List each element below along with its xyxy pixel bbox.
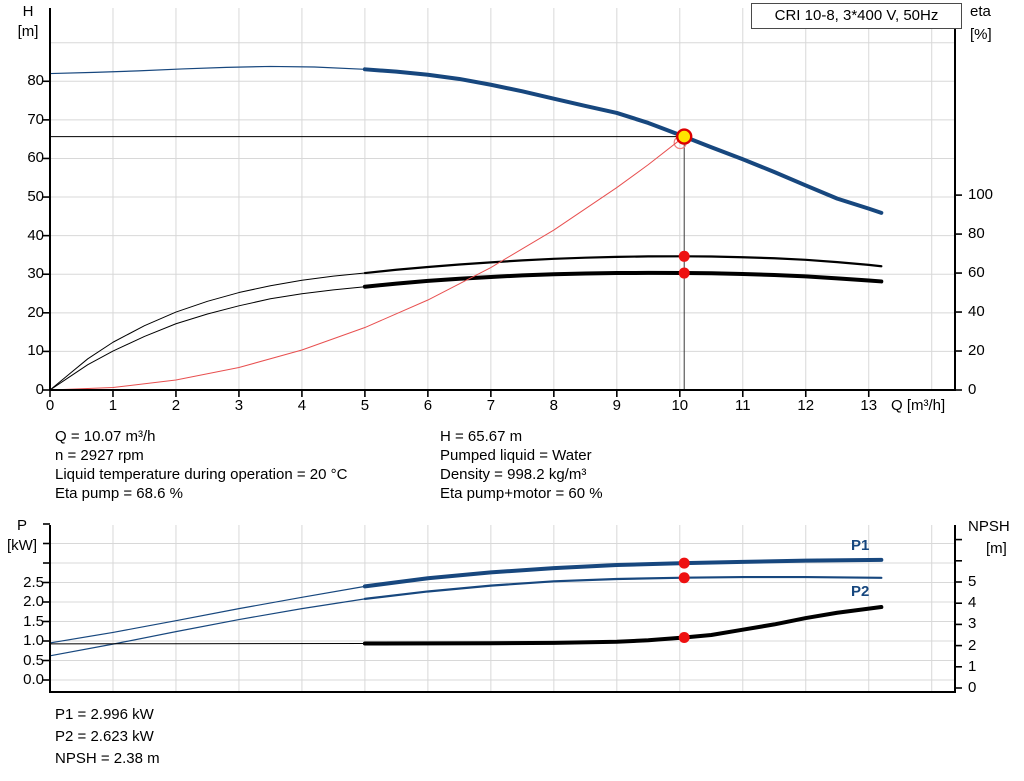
q-axis-tick-label: 11 [734, 397, 751, 414]
p-axis-tick-label: 1.0 [23, 632, 44, 649]
system-curve [49, 136, 685, 391]
eta-axis-name: eta [970, 3, 991, 20]
p1-curve-low-flow [49, 585, 366, 644]
duty-point-marker[interactable] [676, 128, 693, 145]
eta-pump-motor-curve [362, 270, 884, 289]
p2-curve-low-flow [49, 598, 366, 657]
efficiency-operating-dot [678, 267, 690, 279]
head-curve-low-flow [49, 65, 366, 75]
q-axis-tick-label: 4 [297, 397, 307, 414]
h-axis-tick-label: 70 [27, 110, 44, 128]
p2-curve [363, 575, 883, 600]
h-axis-tick-label: 10 [27, 342, 44, 360]
p-axis-tick-label: 0.0 [23, 671, 44, 688]
p-axis-name: P [16, 517, 27, 534]
p1-curve-label: P1 [851, 537, 870, 554]
q-axis-label: Q [m³/h] [891, 397, 946, 414]
q-axis-tick-label: 1 [108, 397, 118, 414]
q-axis-tick-label: 0 [45, 397, 55, 414]
result-p2: P2 = 2.623 kW [55, 728, 154, 745]
p-axis-unit: [kW] [7, 537, 37, 554]
info-temp: Liquid temperature during operation = 20… [55, 466, 348, 483]
h-axis-tick-label: 20 [27, 303, 44, 321]
h-axis-unit: [m] [17, 23, 39, 40]
efficiency-operating-dot [678, 250, 690, 262]
p2-curve-label: P2 [851, 583, 870, 600]
info-eta-total: Eta pump+motor = 60 % [440, 485, 603, 502]
q-axis-tick-label: 10 [671, 397, 689, 414]
info-q: Q = 10.07 m³/h [55, 428, 156, 445]
p-axis-tick-label: 2.5 [23, 573, 44, 591]
eta-axis-tick-label: 60 [968, 264, 985, 282]
eta-axis-tick-label: 100 [968, 186, 994, 204]
p-axis-tick-label: 1.5 [23, 612, 44, 630]
info-density: Density = 998.2 kg/m³ [440, 466, 587, 483]
info-eta-pump: Eta pump = 68.6 % [55, 485, 183, 502]
npsh-axis-tick-label: 1 [968, 657, 977, 675]
info-speed: n = 2927 rpm [55, 447, 144, 464]
h-axis-tick-label: 40 [27, 226, 44, 244]
npsh-axis-tick-label: 3 [968, 615, 977, 633]
power-npsh-operating-dot [678, 632, 690, 644]
eta-axis-unit: [%] [970, 26, 992, 43]
eta-axis-tick-label: 40 [968, 303, 985, 321]
info-head: H = 65.67 m [440, 428, 523, 445]
q-axis-tick-label: 5 [360, 397, 370, 414]
npsh-axis-tick-label: 0 [968, 679, 977, 696]
result-p1: P1 = 2.996 kW [55, 706, 154, 723]
npsh-axis-tick-label: 5 [968, 573, 977, 590]
h-axis-name: H [22, 3, 34, 20]
h-axis-tick-label: 30 [27, 265, 44, 283]
eta-axis-tick-label: 80 [968, 225, 985, 243]
p-axis-tick-label: 0.5 [23, 651, 44, 669]
p1-curve [362, 557, 884, 589]
npsh-axis-name: NPSH [968, 518, 1010, 535]
eta-pump-curve [363, 255, 883, 275]
eta-axis-tick-label: 0 [968, 381, 977, 398]
pump-model-title: CRI 10-8, 3*400 V, 50Hz [751, 3, 962, 29]
eta-axis-tick-label: 20 [968, 342, 985, 360]
h-axis-tick-label: 50 [27, 188, 44, 206]
q-axis-tick-label: 6 [423, 397, 433, 414]
npsh-axis-tick-label: 4 [968, 594, 977, 612]
info-liquid: Pumped liquid = Water [440, 447, 592, 464]
h-axis-tick-label: 80 [27, 72, 44, 90]
q-axis-tick-label: 8 [549, 397, 558, 414]
result-npsh: NPSH = 2.38 m [55, 750, 160, 767]
q-axis-tick-label: 12 [797, 397, 815, 414]
p-axis-tick-label: 2.0 [23, 593, 44, 610]
eta-pump-motor-curve-low-flow [49, 286, 366, 391]
q-axis-tick-label: 9 [612, 397, 621, 414]
npsh-curve [362, 605, 884, 646]
npsh-axis-unit: [m] [986, 540, 1007, 557]
q-axis-tick-label: 13 [860, 397, 878, 414]
q-axis-tick-label: 7 [486, 397, 496, 414]
eta-pump-curve-low-flow [49, 272, 366, 391]
npsh-axis-tick-label: 2 [968, 636, 977, 654]
q-axis-tick-label: 2 [171, 397, 181, 414]
head-curve [362, 67, 884, 215]
h-axis-tick-label: 0 [35, 381, 44, 398]
q-axis-tick-label: 3 [234, 397, 244, 414]
h-axis-tick-label: 60 [27, 149, 44, 167]
power-npsh-operating-dot [678, 557, 690, 569]
power-npsh-operating-dot [678, 572, 690, 584]
